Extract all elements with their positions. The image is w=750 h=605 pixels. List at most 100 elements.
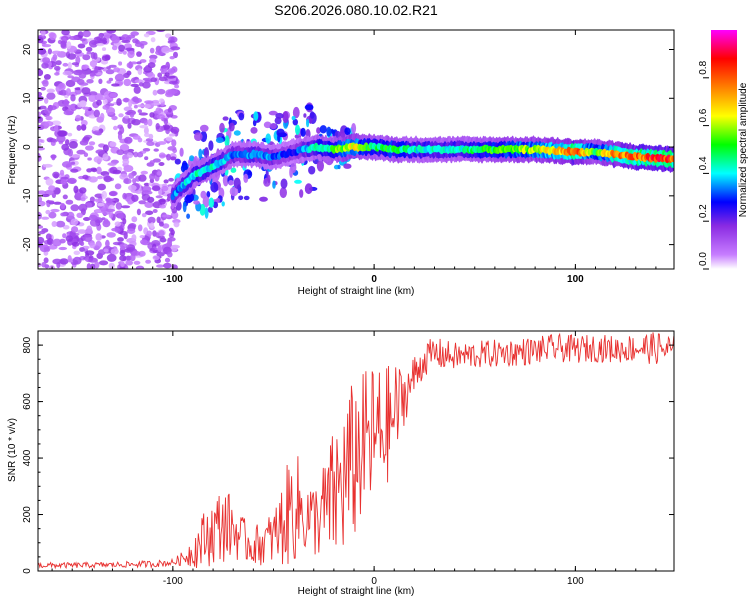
spectrogram-x-axis-label: Height of straight line (km) [298, 286, 415, 297]
spectral-blob [189, 155, 195, 162]
noise-cell [95, 240, 102, 249]
noise-cell [50, 208, 60, 213]
snr-ticks: -100 0 100 0 200 400 600 800 [22, 330, 674, 587]
noise-cell [158, 162, 165, 166]
noise-cell [118, 113, 124, 118]
noise-cell [89, 242, 96, 249]
noise-cell [88, 176, 98, 183]
noise-cell [80, 197, 86, 202]
noise-cell [38, 196, 43, 202]
noise-cell [63, 99, 69, 107]
spectral-blob [222, 116, 229, 121]
noise-cell [41, 216, 50, 220]
noise-cell [90, 263, 96, 269]
noise-cell [152, 158, 161, 163]
noise-cell [39, 244, 49, 248]
noise-cell [121, 34, 130, 42]
noise-cell [137, 224, 143, 232]
noise-cell [62, 70, 73, 76]
noise-cell [111, 45, 118, 51]
noise-cell [86, 225, 93, 234]
noise-cell [138, 250, 146, 257]
noise-cell [68, 141, 78, 149]
spectral-blob [233, 130, 241, 136]
noise-cell [124, 115, 130, 119]
spectral-blob [295, 124, 300, 136]
noise-cell [152, 89, 158, 96]
noise-cell [99, 37, 107, 42]
spectrogram-y-axis-label: Frequency (Hz) [7, 116, 18, 185]
noise-cell [145, 259, 152, 264]
spectral-blob [229, 186, 239, 197]
spectral-blob [250, 126, 258, 134]
spectral-blob [193, 200, 200, 205]
noise-cell [168, 227, 174, 232]
noise-cell [147, 72, 156, 79]
noise-cell [89, 72, 96, 77]
noise-cell [106, 80, 112, 84]
noise-cell [155, 195, 163, 199]
noise-cell [173, 51, 178, 59]
y-tick-label: 800 [22, 336, 33, 353]
noise-cell [138, 174, 147, 182]
noise-cell [152, 185, 161, 192]
noise-cell [168, 80, 178, 85]
spectral-blob [275, 112, 284, 119]
noise-cell [93, 109, 101, 118]
noise-cell [91, 168, 98, 173]
spectral-blob [276, 128, 285, 137]
noise-cell [101, 190, 107, 199]
x-tick-label: 100 [567, 576, 584, 587]
y-tick-label: 600 [22, 393, 33, 410]
noise-cell [42, 163, 53, 168]
noise-cell [60, 179, 68, 185]
noise-cell [81, 65, 88, 70]
spectral-blob [291, 116, 296, 121]
noise-cell [131, 250, 141, 256]
noise-cell [134, 79, 144, 84]
noise-cell [159, 237, 167, 243]
noise-cell [96, 166, 102, 175]
noise-cell [122, 97, 130, 103]
noise-cell [115, 202, 123, 210]
noise-cell [143, 120, 149, 126]
noise-cell [88, 141, 96, 146]
spectral-blob [304, 183, 313, 195]
noise-cell [114, 73, 125, 82]
noise-cell [41, 261, 47, 268]
noise-cell [63, 110, 74, 116]
noise-cell [164, 257, 171, 263]
noise-cell [38, 190, 47, 195]
noise-cell [128, 172, 135, 179]
spectral-blob [269, 123, 277, 130]
spectral-blob [267, 174, 271, 184]
noise-cell [111, 35, 120, 44]
spectral-blob [344, 127, 351, 135]
colorbar-label: Normalized spectral amplitude [738, 82, 749, 217]
noise-cell [123, 72, 130, 78]
noise-cell [157, 72, 163, 78]
noise-cell [67, 177, 77, 184]
noise-cell [41, 193, 50, 198]
noise-cell [122, 218, 127, 225]
noise-cell [38, 69, 44, 77]
noise-cell [61, 30, 70, 36]
noise-cell [122, 158, 130, 166]
noise-cell [113, 67, 121, 73]
noise-cell [70, 161, 76, 165]
spectrogram-cells [38, 30, 674, 269]
noise-cell [85, 145, 94, 151]
noise-cell [49, 32, 57, 41]
noise-cell [126, 62, 134, 69]
noise-cell [106, 253, 117, 262]
noise-cell [163, 262, 172, 269]
noise-cell [117, 132, 123, 141]
noise-cell [170, 126, 180, 134]
noise-cell [65, 79, 76, 88]
spectral-blob [219, 122, 225, 133]
noise-cell [77, 43, 86, 49]
noise-cell [144, 132, 150, 138]
snr-series-line [38, 332, 674, 570]
noise-cell [79, 140, 89, 146]
